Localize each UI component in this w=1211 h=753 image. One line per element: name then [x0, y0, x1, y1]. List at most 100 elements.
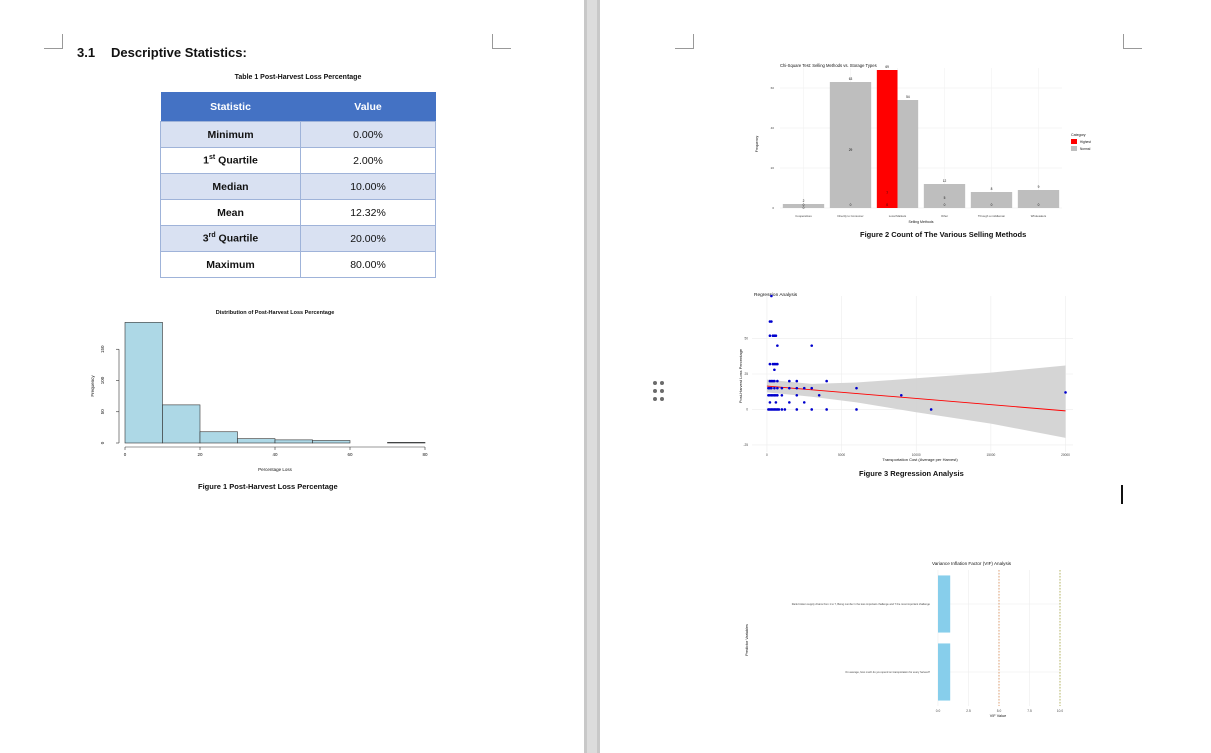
histogram-bar: [312, 440, 351, 444]
data-point: [774, 401, 778, 404]
x-tick-label: 80: [422, 452, 428, 457]
data-point: [855, 386, 858, 390]
bar: [923, 184, 966, 208]
row-value: 20.00%: [300, 225, 436, 252]
x-tick-label: 20000: [1061, 453, 1070, 457]
data-point: [774, 334, 778, 338]
row-label: Median: [160, 173, 301, 200]
bar-label: 0: [803, 203, 805, 207]
row-label: Minimum: [160, 121, 301, 148]
bar-label: 0: [1038, 203, 1040, 207]
y-tick-label: On average, how much do you spend on tra…: [845, 670, 930, 674]
data-point: [780, 408, 784, 411]
regression-chart: Regression Analysis Post-Harvest Loss Pe…: [738, 292, 1073, 462]
table-row: Mean 12.32%: [160, 199, 436, 226]
data-point: [900, 393, 903, 397]
row-value: 80.00%: [300, 251, 436, 278]
histogram-bar: [162, 404, 201, 444]
table-caption: Table 1 Post-Harvest Loss Percentage: [234, 74, 362, 81]
bar-label: 12: [943, 179, 947, 183]
x-tick-label: 0: [766, 453, 768, 457]
vif-bar: [938, 575, 951, 633]
figure-2-caption: Figure 2 Count of The Various Selling Me…: [860, 230, 1027, 239]
x-tick-label: 20: [197, 452, 203, 457]
x-tick-label: 5000: [838, 453, 845, 457]
y-tick-label: 40: [771, 126, 775, 130]
y-tick-label: -25: [743, 443, 748, 447]
x-tick-label: Directly to Consumer: [837, 214, 863, 218]
crop-mark-top-left: [675, 34, 694, 49]
x-axis-label: Percentage Loss: [258, 467, 293, 472]
text-cursor-icon: [1121, 485, 1123, 504]
x-tick-label: 15000: [986, 453, 995, 457]
data-point: [810, 344, 814, 347]
data-point: [783, 408, 787, 411]
row-value: 0.00%: [300, 121, 436, 148]
bar: [829, 82, 872, 208]
x-axis-label: Transportation Cost (Average per Harvest…: [882, 457, 958, 462]
data-point: [795, 379, 799, 383]
drag-handle-icon[interactable]: [653, 381, 665, 403]
bar-label: 0: [850, 203, 852, 207]
chart-title: Chi-Square Test: Selling Methods vs. Sto…: [780, 63, 877, 68]
y-tick-label: 50: [744, 337, 748, 341]
histogram-bar: [199, 431, 238, 444]
data-point: [802, 401, 806, 404]
data-point: [817, 393, 821, 397]
figure-3-caption: Figure 3 Regression Analysis: [859, 469, 964, 478]
bar-label: 2: [803, 199, 805, 203]
x-tick-label: 7.5: [1027, 709, 1032, 713]
table-row: 3rd Quartile 20.00%: [160, 225, 436, 252]
bar-label: 0: [803, 206, 805, 210]
x-tick-label: 40: [272, 452, 278, 457]
chart-title: Regression Analysis: [754, 292, 798, 298]
data-point: [776, 379, 779, 383]
x-axis-label: Selling Methods: [909, 220, 934, 224]
bar: [1017, 190, 1060, 208]
data-point: [788, 379, 791, 383]
bar-label: 0: [944, 203, 946, 207]
legend-entry-normal: Normal: [1080, 147, 1091, 151]
data-point: [773, 368, 776, 372]
row-label: Maximum: [160, 251, 301, 278]
data-point: [773, 379, 776, 383]
row-label-third-quartile: 3rd Quartile: [160, 225, 301, 252]
data-point: [770, 386, 773, 390]
bar-label: 7: [886, 191, 888, 195]
histogram-bar: [387, 442, 426, 444]
y-axis-label: Frequency: [90, 375, 95, 397]
page-gutter: [584, 0, 600, 753]
table-row: Median 10.00%: [160, 173, 436, 200]
y-tick-label: Rank broken supply chains from 1 to 7, B…: [792, 602, 931, 606]
histogram-bar: [124, 322, 163, 444]
document-page-right: Chi-Square Test: Selling Methods vs. Sto…: [600, 0, 1211, 753]
data-point: [770, 294, 773, 298]
x-tick-label: 2.5: [966, 709, 971, 713]
data-point: [776, 393, 779, 397]
data-point: [768, 401, 772, 404]
bar: [970, 192, 1013, 208]
data-point: [768, 334, 772, 338]
y-tick-label: 0: [100, 441, 105, 444]
data-point: [780, 386, 784, 390]
y-tick-label: 20: [771, 166, 775, 170]
histogram-bar: [237, 438, 276, 444]
data-point: [1064, 391, 1067, 394]
data-point: [825, 408, 828, 411]
data-point: [810, 386, 814, 390]
table-header-statistic: Statistic: [160, 92, 301, 122]
x-tick-label: Other: [941, 214, 948, 218]
x-tick-label: 60: [347, 452, 353, 457]
y-tick-label: 150: [100, 345, 105, 353]
bar-label: 54: [906, 95, 910, 99]
row-value: 2.00%: [300, 147, 436, 174]
data-point: [855, 408, 858, 411]
bar-label: 63: [849, 77, 853, 81]
x-tick-label: Cooperatives: [795, 214, 812, 218]
vif-chart: Variance Inflation Factor (VIF) Analysis…: [745, 561, 1063, 718]
y-axis-label: Post-Harvest Loss Percentage: [738, 348, 743, 403]
data-point: [773, 386, 776, 390]
data-point: [795, 393, 799, 397]
data-point: [788, 401, 791, 404]
legend-entry-highest: Highest: [1080, 140, 1091, 144]
